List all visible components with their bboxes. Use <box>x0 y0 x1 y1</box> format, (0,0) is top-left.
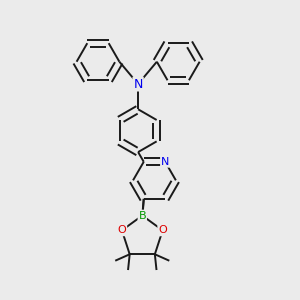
Text: O: O <box>158 225 167 236</box>
Text: N: N <box>134 77 143 91</box>
Text: B: B <box>139 211 146 220</box>
Text: O: O <box>118 225 126 236</box>
Text: N: N <box>161 157 169 167</box>
